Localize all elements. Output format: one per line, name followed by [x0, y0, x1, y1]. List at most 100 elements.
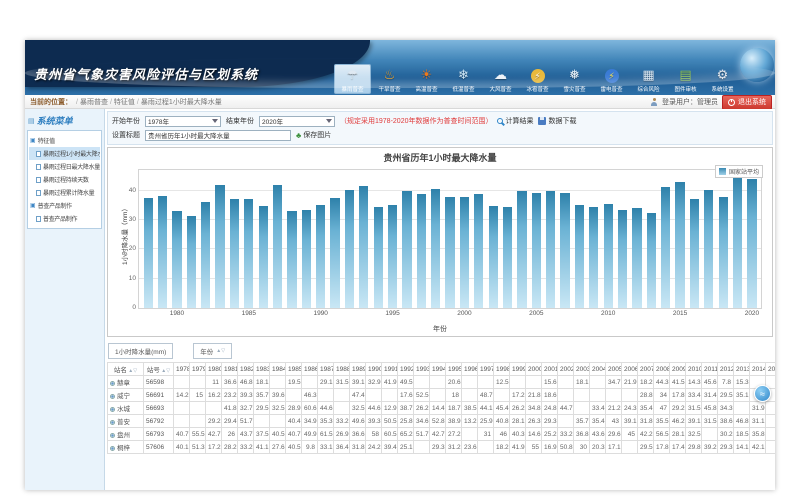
column-header-year[interactable]: 1999	[510, 363, 526, 376]
value-cell	[526, 376, 542, 389]
column-header-year[interactable]: 1991	[382, 363, 398, 376]
column-header-year[interactable]: 2003	[574, 363, 590, 376]
column-header-year[interactable]: 1984	[270, 363, 286, 376]
toolbar-item-6[interactable]: ⚡冰雹普查	[519, 64, 556, 94]
column-header-year[interactable]: 2010	[686, 363, 702, 376]
breadcrumb-item[interactable]: 暴雨过程1小时最大降水量	[141, 99, 222, 106]
radio-icon[interactable]	[110, 407, 115, 412]
radio-icon[interactable]	[110, 381, 115, 386]
value-cell: 14.6	[526, 428, 542, 441]
bar	[560, 193, 569, 308]
column-header-year[interactable]: 2009	[670, 363, 686, 376]
value-cell	[334, 402, 350, 415]
toolbar-item-8[interactable]: ⚡雷电普查	[593, 64, 630, 94]
column-header-year[interactable]: 2001	[542, 363, 558, 376]
column-header-year[interactable]: 1998	[494, 363, 510, 376]
year-field-button[interactable]: 年份 ▲▽	[193, 343, 232, 359]
toolbar-item-9[interactable]: ▦综合风险	[630, 64, 667, 94]
toolbar-item-5[interactable]: ☁大风普查	[482, 64, 519, 94]
column-header-year[interactable]: 1980	[206, 363, 222, 376]
chart-title-input[interactable]: 贵州省历年1小时最大降水量	[145, 130, 291, 141]
value-cell: 26.9	[334, 428, 350, 441]
value-cell: 43	[606, 415, 622, 428]
value-cell: 35.3	[318, 415, 334, 428]
value-cell: 36.6	[350, 428, 366, 441]
toolbar-item-10[interactable]: ▤图件审核	[667, 64, 704, 94]
sidebar-item[interactable]: 暴雨过程累计降水量	[29, 186, 100, 199]
column-header-year[interactable]: 1994	[430, 363, 446, 376]
sidebar-item[interactable]: 暴雨过程持续天数	[29, 173, 100, 186]
sidebar-group[interactable]: ▣普查产品制作	[29, 199, 100, 212]
column-header-year[interactable]: 1981	[222, 363, 238, 376]
sidebar-item[interactable]: 暴雨过程日最大降水量	[29, 160, 100, 173]
floating-scroll-button[interactable]: ≈	[754, 385, 771, 402]
radio-icon[interactable]	[110, 420, 115, 425]
radio-icon[interactable]	[110, 394, 115, 399]
toolbar-item-3[interactable]: ☀高温普查	[408, 64, 445, 94]
end-year-select[interactable]: 2020年	[259, 116, 335, 127]
column-header-station-name[interactable]: 站名 ▲▽	[108, 363, 144, 376]
toolbar-item-7[interactable]: ❅雪灾普查	[556, 64, 593, 94]
value-cell: 23.2	[222, 389, 238, 402]
column-header-year[interactable]: 1997	[478, 363, 494, 376]
data-download-button[interactable]: 数据下载	[538, 116, 576, 126]
column-header-year[interactable]: 2014	[750, 363, 766, 376]
bar	[733, 176, 742, 308]
column-header-year[interactable]: 1979	[190, 363, 206, 376]
column-header-year[interactable]: 2012	[718, 363, 734, 376]
column-header-year[interactable]: 1992	[398, 363, 414, 376]
column-header-year[interactable]: 2005	[606, 363, 622, 376]
page-icon	[36, 151, 41, 157]
measure-field-button[interactable]: 1小时降水量(mm)	[108, 343, 173, 359]
bar	[402, 191, 411, 308]
column-header-year[interactable]: 2000	[526, 363, 542, 376]
value-cell: 37.5	[254, 428, 270, 441]
radio-icon[interactable]	[110, 433, 115, 438]
bar	[201, 202, 210, 308]
column-header-year[interactable]: 1985	[286, 363, 302, 376]
bar	[460, 197, 469, 308]
column-header-year[interactable]: 2004	[590, 363, 606, 376]
start-year-select[interactable]: 1978年	[145, 116, 221, 127]
radio-icon[interactable]	[110, 446, 115, 451]
column-header-year[interactable]: 1978	[174, 363, 190, 376]
column-header-year[interactable]: 2007	[638, 363, 654, 376]
toolbar-item-2[interactable]: ♨干旱普查	[371, 64, 408, 94]
column-header-year[interactable]: 2008	[654, 363, 670, 376]
bar-slot	[659, 170, 673, 308]
value-cell	[270, 376, 286, 389]
breadcrumb-item[interactable]: 暴雨普查	[80, 99, 108, 106]
column-header-year[interactable]: 1989	[350, 363, 366, 376]
column-header-year[interactable]: 2013	[734, 363, 750, 376]
value-cell: 40.1	[174, 441, 190, 454]
column-header-year[interactable]: 1995	[446, 363, 462, 376]
column-header-station-no[interactable]: 站号 ▲▽	[144, 363, 174, 376]
breadcrumb-item[interactable]: 特征值	[114, 99, 135, 106]
toolbar-item-1[interactable]: ☂暴雨普查	[334, 64, 371, 94]
column-header-year[interactable]: 1982	[238, 363, 254, 376]
value-cell: 32.5	[350, 402, 366, 415]
logout-button[interactable]: 退出系统	[722, 95, 772, 110]
column-header-year[interactable]: 1993	[414, 363, 430, 376]
toolbar-item-11[interactable]: ⚙系统设置	[704, 64, 741, 94]
value-cell	[302, 376, 318, 389]
column-header-year[interactable]: 2002	[558, 363, 574, 376]
column-header-year[interactable]: 1990	[366, 363, 382, 376]
column-header-year[interactable]: 1983	[254, 363, 270, 376]
bar	[330, 198, 339, 308]
column-header-year[interactable]: 2015	[766, 363, 776, 376]
calc-result-button[interactable]: 计算结果	[497, 116, 533, 126]
value-cell: 47.4	[350, 389, 366, 402]
bar-slot	[702, 170, 716, 308]
sidebar-item[interactable]: 普查产品制作	[29, 212, 100, 225]
column-header-year[interactable]: 1996	[462, 363, 478, 376]
column-header-year[interactable]: 2011	[702, 363, 718, 376]
save-image-button[interactable]: ♣ 保存图片	[296, 130, 331, 140]
sidebar-group[interactable]: ▣特征值	[29, 134, 100, 147]
column-header-year[interactable]: 2006	[622, 363, 638, 376]
sidebar-item[interactable]: 暴雨过程1小时最大降水量	[29, 147, 100, 160]
column-header-year[interactable]: 1988	[334, 363, 350, 376]
toolbar-item-4[interactable]: ❄低温普查	[445, 64, 482, 94]
column-header-year[interactable]: 1986	[302, 363, 318, 376]
column-header-year[interactable]: 1987	[318, 363, 334, 376]
